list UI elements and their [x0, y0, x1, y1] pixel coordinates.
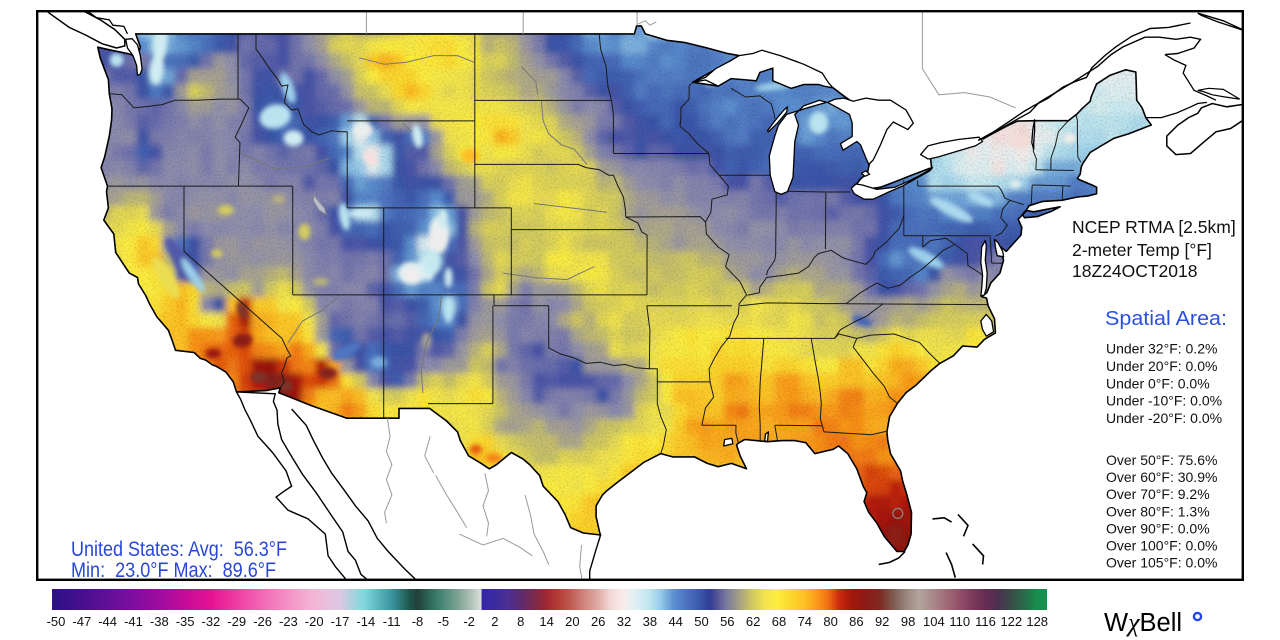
svg-text:-35: -35	[176, 614, 195, 629]
svg-text:80: 80	[823, 614, 837, 629]
svg-text:-23: -23	[279, 614, 298, 629]
svg-text:Over 60°F: 30.9%: Over 60°F: 30.9%	[1106, 469, 1217, 485]
svg-text:Over 105°F: 0.0%: Over 105°F: 0.0%	[1106, 555, 1217, 571]
svg-text:Over 90°F: 0.0%: Over 90°F: 0.0%	[1106, 520, 1210, 536]
svg-text:-2: -2	[463, 614, 475, 629]
svg-text:United States: Avg: 56.3°F: United States: Avg: 56.3°F	[71, 537, 287, 561]
svg-text:Under -20°F: 0.0%: Under -20°F: 0.0%	[1106, 410, 1222, 426]
svg-text:Under 0°F: 0.0%: Under 0°F: 0.0%	[1106, 375, 1210, 391]
svg-text:Over 80°F: 1.3%: Over 80°F: 1.3%	[1106, 503, 1210, 519]
svg-text:44: 44	[668, 614, 682, 629]
svg-text:98: 98	[901, 614, 915, 629]
svg-text:Over 100°F: 0.0%: Over 100°F: 0.0%	[1106, 538, 1217, 554]
svg-text:-29: -29	[227, 614, 246, 629]
svg-text:-8: -8	[412, 614, 424, 629]
svg-text:Over 50°F: 75.6%: Over 50°F: 75.6%	[1106, 452, 1217, 468]
svg-text:-50: -50	[47, 614, 66, 629]
svg-text:20: 20	[565, 614, 579, 629]
svg-text:38: 38	[643, 614, 657, 629]
svg-text:-44: -44	[98, 614, 117, 629]
svg-text:56: 56	[720, 614, 734, 629]
svg-text:8: 8	[517, 614, 524, 629]
svg-text:110: 110	[949, 614, 970, 629]
svg-text:Min: 23.0°F Max: 89.6°F: Min: 23.0°F Max: 89.6°F	[71, 558, 276, 582]
svg-text:104: 104	[923, 614, 945, 629]
svg-text:-17: -17	[331, 614, 350, 629]
svg-text:62: 62	[746, 614, 760, 629]
svg-text:-26: -26	[253, 614, 272, 629]
svg-text:Under 32°F: 0.2%: Under 32°F: 0.2%	[1106, 341, 1217, 357]
svg-text:-47: -47	[72, 614, 91, 629]
svg-text:-11: -11	[383, 614, 401, 629]
svg-text:Under -10°F: 0.0%: Under -10°F: 0.0%	[1106, 393, 1222, 409]
svg-text:NCEP RTMA [2.5km]: NCEP RTMA [2.5km]	[1072, 217, 1236, 237]
svg-text:26: 26	[591, 614, 605, 629]
svg-text:2-meter Temp [°F]: 2-meter Temp [°F]	[1072, 240, 1212, 260]
svg-text:116: 116	[975, 614, 996, 629]
svg-text:Under 20°F: 0.0%: Under 20°F: 0.0%	[1106, 358, 1217, 374]
svg-text:-5: -5	[438, 614, 450, 629]
svg-text:-14: -14	[356, 614, 375, 629]
svg-text:18Z24OCT2018: 18Z24OCT2018	[1072, 261, 1198, 281]
svg-text:-38: -38	[150, 614, 169, 629]
svg-text:32: 32	[617, 614, 631, 629]
svg-text:Over 70°F: 9.2%: Over 70°F: 9.2%	[1106, 486, 1210, 502]
svg-text:68: 68	[772, 614, 786, 629]
svg-text:-20: -20	[305, 614, 324, 629]
svg-text:-41: -41	[124, 614, 143, 629]
svg-text:92: 92	[875, 614, 889, 629]
svg-text:122: 122	[1000, 614, 1022, 629]
svg-text:50: 50	[694, 614, 708, 629]
svg-text:86: 86	[849, 614, 863, 629]
svg-text:-32: -32	[202, 614, 221, 629]
svg-text:2: 2	[491, 614, 498, 629]
svg-text:128: 128	[1026, 614, 1048, 629]
svg-text:Spatial Area:: Spatial Area:	[1105, 307, 1227, 330]
svg-text:14: 14	[539, 614, 553, 629]
svg-text:74: 74	[798, 614, 812, 629]
svg-text:WχBell: WχBell	[1104, 608, 1182, 637]
